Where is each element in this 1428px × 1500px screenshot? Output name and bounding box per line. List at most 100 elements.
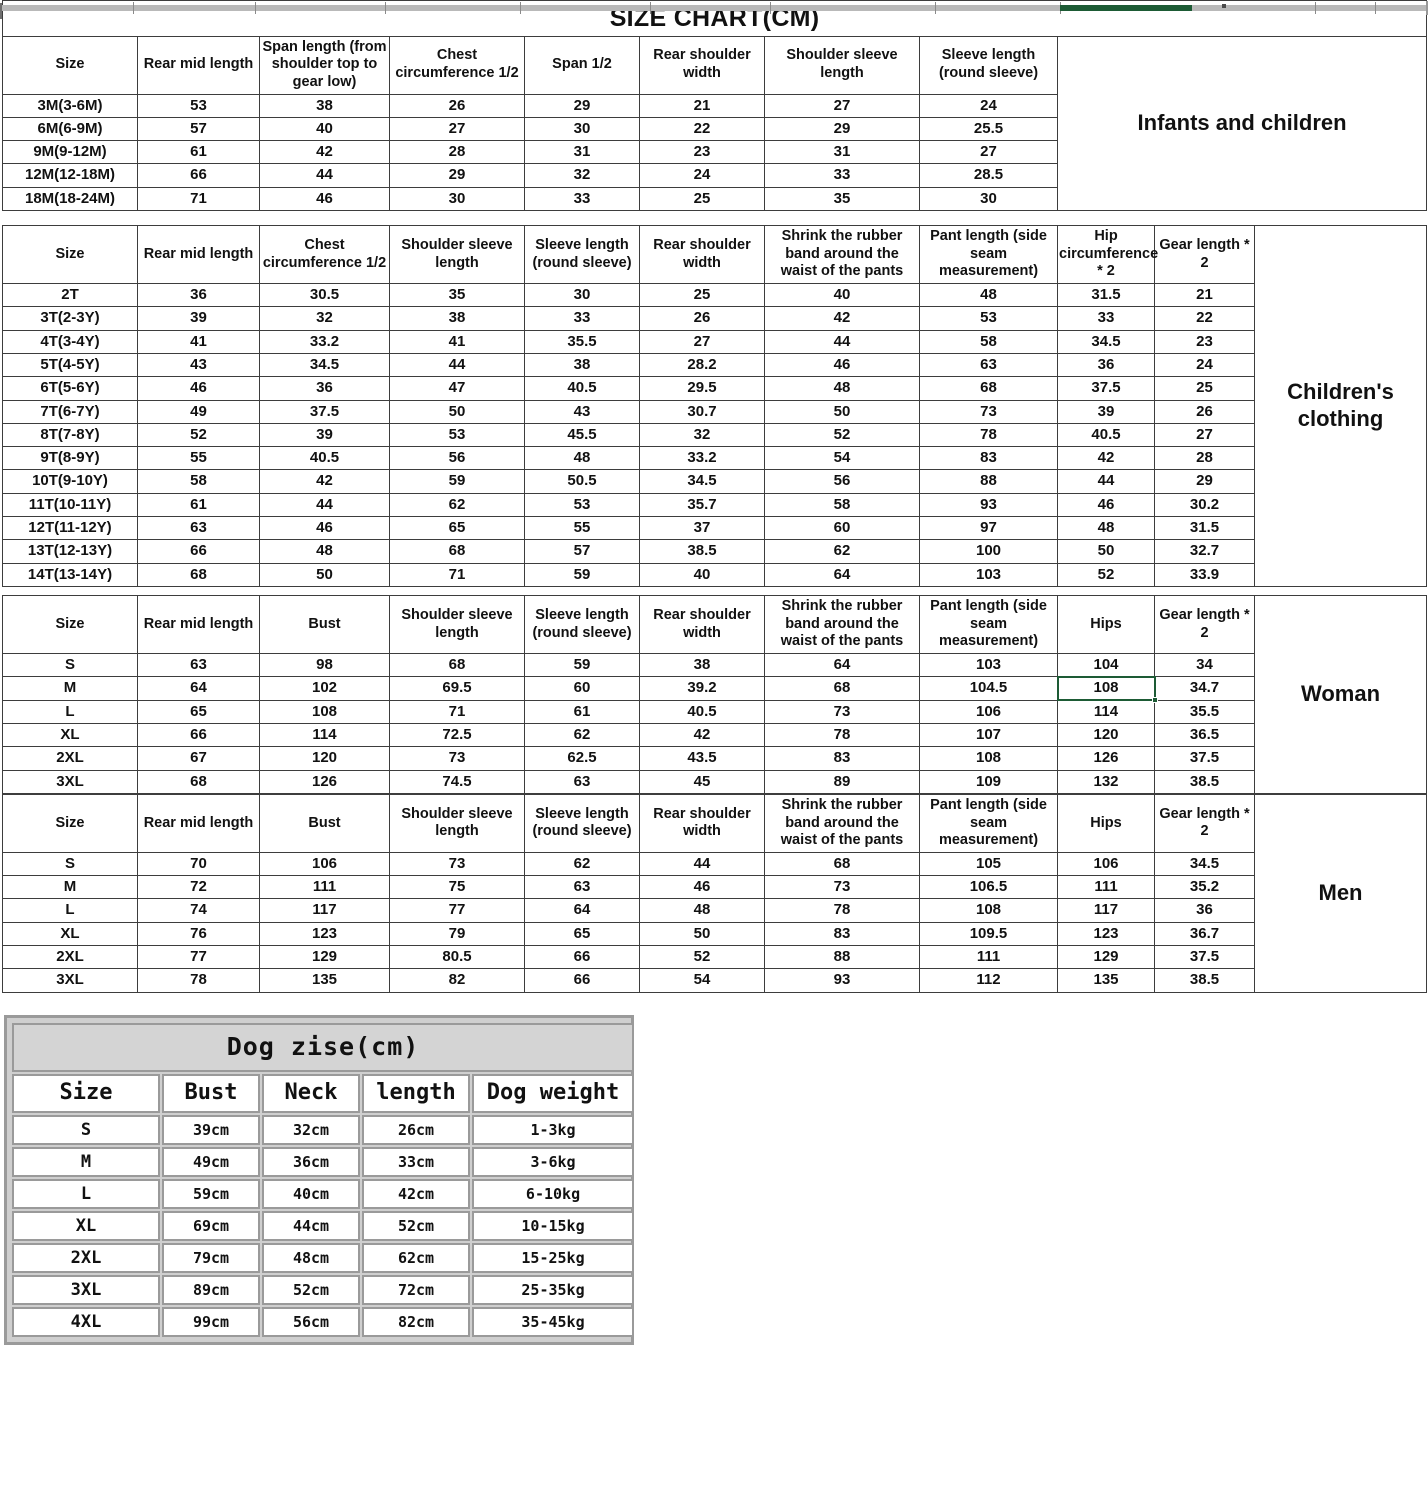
cell-infants-r0-c2[interactable]: 38 [259, 93, 390, 118]
cell-woman-r1-c2[interactable]: 102 [259, 676, 390, 701]
cell-children-r12-c2[interactable]: 50 [259, 562, 390, 587]
cell-woman-r5-c5[interactable]: 45 [639, 769, 765, 794]
cell-woman-r1-c8[interactable]: 108 [1057, 676, 1155, 701]
cell-woman-r4-c5[interactable]: 43.5 [639, 746, 765, 771]
cell-children-r7-c1[interactable]: 55 [137, 446, 260, 471]
cell-children-r8-c3[interactable]: 59 [389, 469, 525, 494]
cell-woman-r0-c2[interactable]: 98 [259, 653, 390, 678]
cell-infants-r1-c4[interactable]: 30 [524, 116, 640, 142]
dog-cell-r6-c0[interactable]: 4XL [12, 1306, 160, 1337]
cell-infants-r3-c7[interactable]: 28.5 [919, 163, 1058, 188]
cell-men-r1-c7[interactable]: 106.5 [919, 875, 1058, 900]
cell-children-r7-c5[interactable]: 33.2 [639, 446, 765, 471]
cell-woman-r1-c1[interactable]: 64 [137, 676, 260, 701]
cell-woman-r0-c5[interactable]: 38 [639, 653, 765, 678]
cell-men-r2-c3[interactable]: 77 [389, 898, 525, 923]
cell-infants-r3-c2[interactable]: 44 [259, 163, 390, 188]
cell-children-r12-c0[interactable]: 14T(13-14Y) [2, 562, 138, 587]
cell-children-r5-c4[interactable]: 43 [524, 399, 640, 424]
cell-children-r12-c3[interactable]: 71 [389, 562, 525, 587]
dog-cell-r1-c3[interactable]: 33cm [362, 1146, 470, 1177]
dog-cell-r4-c4[interactable]: 15-25kg [472, 1242, 635, 1273]
cell-children-r0-c4[interactable]: 30 [524, 283, 640, 308]
cell-men-r2-c0[interactable]: L [2, 898, 138, 923]
dog-cell-r5-c2[interactable]: 52cm [262, 1274, 360, 1305]
cell-men-r4-c6[interactable]: 88 [764, 945, 920, 970]
cell-children-r7-c6[interactable]: 54 [764, 446, 920, 471]
cell-children-r9-c6[interactable]: 58 [764, 492, 920, 518]
cell-children-r6-c8[interactable]: 40.5 [1057, 422, 1155, 448]
cell-children-r10-c8[interactable]: 48 [1057, 516, 1155, 541]
dog-cell-r1-c1[interactable]: 49cm [162, 1146, 260, 1177]
dog-cell-r6-c4[interactable]: 35-45kg [472, 1306, 635, 1337]
cell-infants-r4-c5[interactable]: 25 [639, 186, 765, 212]
dog-cell-r1-c0[interactable]: M [12, 1146, 160, 1177]
cell-woman-r5-c8[interactable]: 132 [1057, 769, 1155, 794]
cell-children-r8-c2[interactable]: 42 [259, 469, 390, 494]
cell-men-r0-c7[interactable]: 105 [919, 851, 1058, 877]
cell-woman-r1-c9[interactable]: 34.7 [1154, 676, 1255, 701]
cell-infants-r2-c0[interactable]: 9M(9-12M) [2, 140, 138, 165]
cell-men-r1-c2[interactable]: 111 [259, 875, 390, 900]
cell-children-r0-c8[interactable]: 31.5 [1057, 283, 1155, 308]
dog-cell-r6-c2[interactable]: 56cm [262, 1306, 360, 1337]
cell-children-r3-c2[interactable]: 34.5 [259, 352, 390, 378]
cell-infants-r0-c4[interactable]: 29 [524, 93, 640, 118]
cell-men-r0-c6[interactable]: 68 [764, 851, 920, 877]
cell-children-r11-c8[interactable]: 50 [1057, 539, 1155, 564]
cell-men-r0-c0[interactable]: S [2, 851, 138, 877]
dog-cell-r4-c3[interactable]: 62cm [362, 1242, 470, 1273]
cell-children-r10-c7[interactable]: 97 [919, 516, 1058, 541]
cell-infants-r2-c6[interactable]: 31 [764, 140, 920, 165]
cell-children-r6-c6[interactable]: 52 [764, 422, 920, 448]
cell-children-r10-c0[interactable]: 12T(11-12Y) [2, 516, 138, 541]
cell-men-r4-c5[interactable]: 52 [639, 945, 765, 970]
cell-children-r0-c0[interactable]: 2T [2, 283, 138, 308]
cell-infants-r1-c6[interactable]: 29 [764, 116, 920, 142]
cell-children-r2-c0[interactable]: 4T(3-4Y) [2, 329, 138, 355]
cell-children-r5-c3[interactable]: 50 [389, 399, 525, 424]
cell-woman-r2-c2[interactable]: 108 [259, 699, 390, 724]
cell-children-r5-c9[interactable]: 26 [1154, 399, 1255, 424]
dog-cell-r6-c3[interactable]: 82cm [362, 1306, 470, 1337]
cell-children-r8-c0[interactable]: 10T(9-10Y) [2, 469, 138, 494]
cell-children-r10-c6[interactable]: 60 [764, 516, 920, 541]
cell-infants-r1-c3[interactable]: 27 [389, 116, 525, 142]
cell-men-r3-c6[interactable]: 83 [764, 921, 920, 947]
cell-woman-r1-c0[interactable]: M [2, 676, 138, 701]
cell-woman-r0-c0[interactable]: S [2, 653, 138, 678]
cell-children-r4-c2[interactable]: 36 [259, 376, 390, 401]
cell-men-r1-c8[interactable]: 111 [1057, 875, 1155, 900]
cell-children-r5-c1[interactable]: 49 [137, 399, 260, 424]
cell-woman-r3-c7[interactable]: 107 [919, 722, 1058, 748]
cell-children-r7-c2[interactable]: 40.5 [259, 446, 390, 471]
cell-woman-r3-c0[interactable]: XL [2, 722, 138, 748]
cell-children-r4-c1[interactable]: 46 [137, 376, 260, 401]
cell-children-r7-c8[interactable]: 42 [1057, 446, 1155, 471]
cell-children-r0-c7[interactable]: 48 [919, 283, 1058, 308]
cell-children-r12-c7[interactable]: 103 [919, 562, 1058, 587]
cell-children-r9-c4[interactable]: 53 [524, 492, 640, 518]
cell-woman-r2-c0[interactable]: L [2, 699, 138, 724]
cell-children-r0-c3[interactable]: 35 [389, 283, 525, 308]
cell-children-r3-c7[interactable]: 63 [919, 352, 1058, 378]
dog-cell-r0-c4[interactable]: 1-3kg [472, 1114, 635, 1145]
cell-men-r0-c9[interactable]: 34.5 [1154, 851, 1255, 877]
cell-men-r3-c5[interactable]: 50 [639, 921, 765, 947]
cell-infants-r4-c7[interactable]: 30 [919, 186, 1058, 212]
cell-men-r5-c9[interactable]: 38.5 [1154, 968, 1255, 993]
cell-children-r11-c2[interactable]: 48 [259, 539, 390, 564]
cell-woman-r1-c7[interactable]: 104.5 [919, 676, 1058, 701]
cell-children-r1-c2[interactable]: 32 [259, 306, 390, 331]
cell-children-r10-c4[interactable]: 55 [524, 516, 640, 541]
cell-men-r0-c1[interactable]: 70 [137, 851, 260, 877]
cell-children-r4-c5[interactable]: 29.5 [639, 376, 765, 401]
cell-children-r11-c9[interactable]: 32.7 [1154, 539, 1255, 564]
cell-woman-r2-c8[interactable]: 114 [1057, 699, 1155, 724]
cell-men-r2-c7[interactable]: 108 [919, 898, 1058, 923]
cell-children-r11-c0[interactable]: 13T(12-13Y) [2, 539, 138, 564]
cell-children-r6-c0[interactable]: 8T(7-8Y) [2, 422, 138, 448]
cell-children-r0-c1[interactable]: 36 [137, 283, 260, 308]
cell-infants-r1-c5[interactable]: 22 [639, 116, 765, 142]
cell-men-r3-c9[interactable]: 36.7 [1154, 921, 1255, 947]
